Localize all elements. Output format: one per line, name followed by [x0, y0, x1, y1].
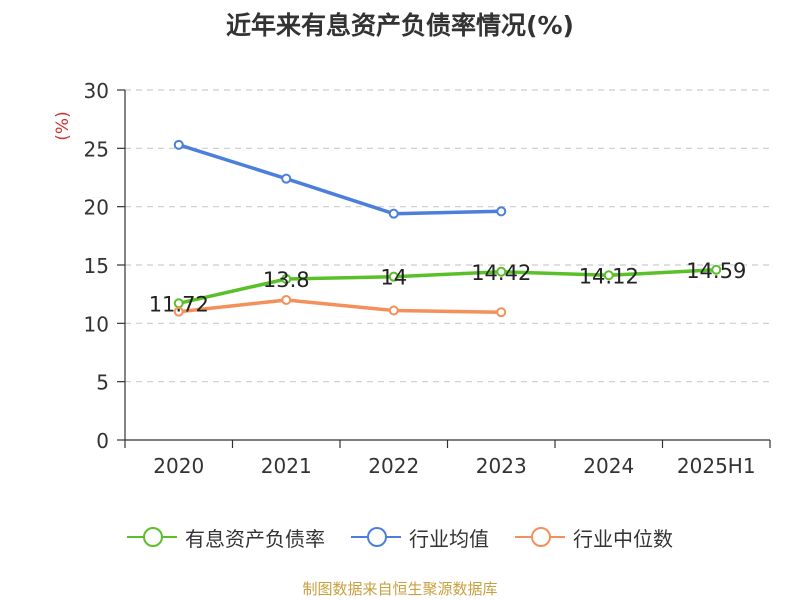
data-point [711, 264, 722, 275]
y-tick-label: 30 [84, 79, 109, 103]
legend-label: 行业中位数 [573, 526, 673, 551]
data-label: 11.72 [149, 292, 209, 316]
series-line [177, 268, 719, 306]
y-tick-label: 25 [84, 137, 109, 161]
grid-lines [125, 89, 770, 383]
legend-item[interactable]: 行业均值 [351, 523, 489, 552]
legend-label: 行业均值 [409, 526, 489, 551]
data-point [281, 173, 292, 184]
data-point [388, 305, 399, 316]
legend-marker [531, 527, 551, 547]
data-point [281, 274, 292, 284]
data-point [388, 208, 399, 219]
y-tick-label: 10 [84, 312, 109, 336]
data-label: 14 [380, 266, 407, 290]
y-tick-label: 15 [84, 254, 109, 278]
y-tick-label: 0 [96, 429, 109, 453]
legend-label: 有息资产负债率 [185, 526, 325, 551]
x-tick-label: 2023 [476, 454, 527, 478]
x-tick-label: 2020 [153, 454, 204, 478]
data-point [496, 307, 507, 318]
data-label: 14.12 [579, 264, 639, 288]
y-tick-label: 20 [84, 196, 109, 220]
series-line [177, 298, 504, 315]
legend: 有息资产负债率 行业均值 行业中位数 [0, 519, 800, 555]
data-point [388, 271, 399, 282]
legend-item[interactable]: 有息资产负债率 [127, 523, 325, 552]
series-line [177, 143, 504, 216]
x-tick-label: 2024 [583, 454, 634, 478]
x-tick-label: 2025H1 [677, 454, 756, 478]
legend-swatch [515, 527, 565, 547]
axes: 0 5 10 15 20 25 30 2020 2021 2022 2023 2024 2025H1 [84, 79, 771, 478]
data-point [603, 270, 614, 281]
legend-marker [143, 527, 163, 547]
source-note: 制图数据来自恒生聚源数据库 [302, 580, 498, 598]
data-label: 13.8 [263, 268, 310, 292]
data-label: 14.59 [686, 259, 746, 283]
data-label: 14.42 [471, 261, 531, 285]
x-tick-label: 2021 [261, 454, 312, 478]
data-point [173, 139, 184, 150]
data-point [496, 266, 507, 277]
x-tick-label: 2022 [368, 454, 419, 478]
legend-swatch [351, 527, 401, 547]
data-point [496, 206, 507, 217]
legend-marker [367, 527, 387, 547]
y-tick-label: 5 [96, 371, 109, 395]
chart-title: 近年来有息资产负债率情况(%) [226, 11, 574, 40]
series-lines [173, 139, 722, 318]
y-axis-title: (%) [53, 111, 73, 140]
legend-swatch [127, 527, 177, 547]
data-labels: 11.72 13.8 14 14.42 14.12 14.59 [149, 259, 747, 316]
legend-item[interactable]: 行业中位数 [515, 523, 673, 552]
data-point [281, 295, 292, 305]
data-point [173, 306, 184, 317]
